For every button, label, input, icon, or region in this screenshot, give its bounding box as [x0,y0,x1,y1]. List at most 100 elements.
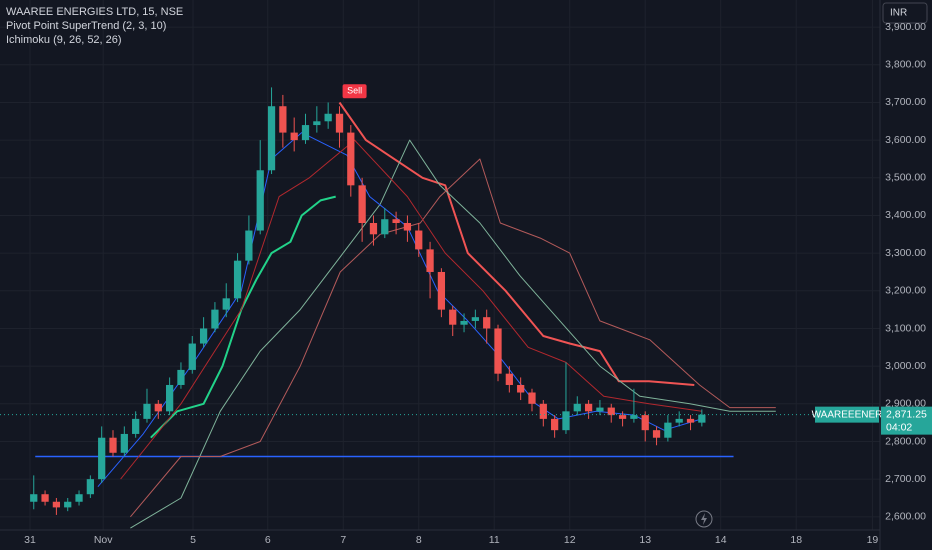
candle-body [539,403,547,419]
candle-body [166,384,174,412]
candle-body [369,222,378,235]
candle-body [41,494,49,502]
candle-body [154,403,162,412]
y-tick-label: 2,600.00 [885,511,926,523]
candle-body [528,392,536,404]
y-tick-label: 2,800.00 [885,435,926,447]
indicator-line [130,158,776,518]
candle-body [335,113,344,133]
sell-label-box [342,84,367,99]
y-tick-label: 3,100.00 [885,322,926,334]
candle-body [324,113,332,122]
candle-body [437,271,446,310]
candle-body [664,422,672,438]
candle-body [460,320,468,325]
candle-body [267,106,276,171]
candle-body [233,260,242,299]
x-tick-label: 19 [867,534,879,546]
candle-body [686,418,695,423]
candle-body [143,403,151,419]
candle-body [505,373,513,385]
candle-body [279,106,287,133]
candle-body [584,403,593,412]
indicator-legend: Pivot Point SuperTrend (2, 3, 10) [6,20,166,32]
candle-body [358,185,366,223]
y-tick-label: 3,800.00 [885,59,926,71]
candle-body [630,415,638,419]
candle-body [551,418,559,431]
candle-body [675,418,683,423]
replay-icon[interactable] [695,510,713,528]
candle-body [211,309,219,329]
x-tick-label: 7 [340,534,346,546]
x-tick-label: 13 [639,534,651,546]
y-tick-label: 3,500.00 [885,172,926,184]
y-tick-label: 3,200.00 [885,285,926,297]
candle-body [607,407,615,416]
candle-body [64,501,72,508]
y-tick-label: 3,300.00 [885,247,926,259]
candle-body [449,309,457,325]
candle-body [188,343,196,370]
y-tick-label: 2,900.00 [885,398,926,410]
candle-body [641,415,649,431]
indicator-line [150,195,336,439]
candle-body [245,230,253,261]
symbol-tag-box [815,406,879,423]
candle-body [494,328,502,374]
indicator-line [130,139,776,529]
candle-body [415,230,423,250]
indicator-line [338,101,695,386]
countdown: 04:02 [886,421,912,433]
replay-icon-bolt [701,513,707,525]
candle-body [290,132,298,141]
indicator-line [120,139,702,480]
x-tick-label: 11 [489,534,500,546]
candle-body [75,494,83,502]
x-tick-label: 6 [265,534,271,546]
candle-body [471,317,479,321]
candle-body [109,437,117,453]
candle-body [517,384,525,393]
candle-body [618,415,627,419]
candle-body [652,430,661,438]
candle-body [301,125,310,141]
candle-body [347,132,355,186]
candle-body [199,328,208,344]
candle-body [52,501,61,508]
price-tag: 2,871.25 [886,408,927,420]
y-tick-label: 3,900.00 [885,21,926,33]
candle-body [313,121,321,126]
x-tick-label: 8 [416,534,422,546]
chart-title: WAAREE ENERGIES LTD, 15, NSE [6,6,183,18]
y-tick-label: 3,700.00 [885,96,926,108]
candle-body [573,403,581,412]
candle-body [98,437,106,480]
y-tick-label: 3,600.00 [885,134,926,146]
indicator-line [97,132,702,488]
candle-body [222,298,230,310]
candle-body [256,170,264,231]
candle-body [392,219,400,223]
candle-body [562,411,570,431]
x-tick-label: 14 [715,534,727,546]
indicator-legend: Ichimoku (9, 26, 52, 26) [6,34,122,46]
candle-body [177,369,185,385]
candle-body [483,317,491,329]
candle-body [426,249,434,272]
y-tick-label: 2,700.00 [885,473,926,485]
x-tick-label: 31 [24,534,36,546]
candle-body [698,414,706,423]
x-tick-label: 12 [564,534,576,546]
x-tick-label: 5 [190,534,196,546]
currency-box[interactable] [882,2,928,24]
candle-body [120,433,128,453]
x-tick-label: 18 [790,534,802,546]
sell-label: Sell [347,86,362,96]
price-tag-box [881,406,932,435]
x-tick-label: Nov [94,534,113,546]
y-tick-label: 3,000.00 [885,360,926,372]
currency: INR [890,8,907,19]
